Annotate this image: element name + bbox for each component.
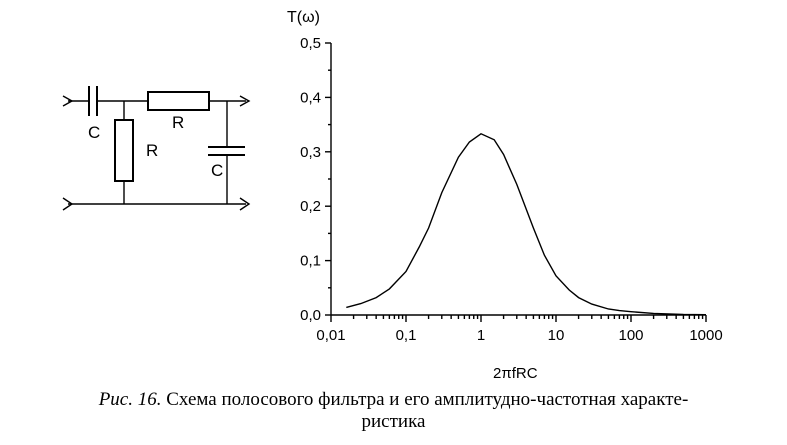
resistor-series-label: R [172,113,184,132]
output-arrow-bottom [239,197,251,211]
y-tick-label: 0,0 [300,307,321,324]
x-tick-label: 1 [477,327,485,344]
resistor-series [147,91,210,111]
caption-text-line2: ристика [361,411,426,432]
frequency-response-chart: 0,0 0,1 0,2 0,3 0,4 0,5 0,01 0,1 1 10 100 1000 T(ω… [287,9,723,382]
output-arrow-top [239,95,251,107]
x-tick-label: 100 [618,327,643,344]
x-tick-label: 1000 [689,327,722,344]
capacitor-1-label: C [88,123,100,142]
x-ticks: 0,01 0,1 1 10 100 1000 [316,315,723,344]
y-tick-label: 0,2 [300,198,321,215]
y-tick-label: 0,3 [300,144,321,161]
y-axis-label: T(ω) [287,9,320,26]
y-ticks: 0,0 0,1 0,2 0,3 0,4 0,5 [300,35,331,324]
figure-caption: Рис. 16. Схема полосового фильтра и его … [0,389,787,433]
capacitor-2-label: C [211,161,223,180]
resistor-shunt [114,119,134,182]
y-tick-label: 0,5 [300,35,321,52]
x-tick-label: 0,01 [316,327,345,344]
circuit-diagram: C R R C [62,86,251,211]
resistor-shunt-label: R [146,141,158,160]
x-tick-label: 10 [548,327,565,344]
caption-text-line1: Схема полосового фильтра и его амплитудн… [161,389,689,410]
response-curve [346,132,707,316]
x-tick-label: 0,1 [396,327,417,344]
x-axis-label: 2πfRC [493,365,538,382]
y-tick-label: 0,1 [300,253,321,270]
y-tick-label: 0,4 [300,89,321,106]
caption-label: Рис. 16. [98,389,162,410]
